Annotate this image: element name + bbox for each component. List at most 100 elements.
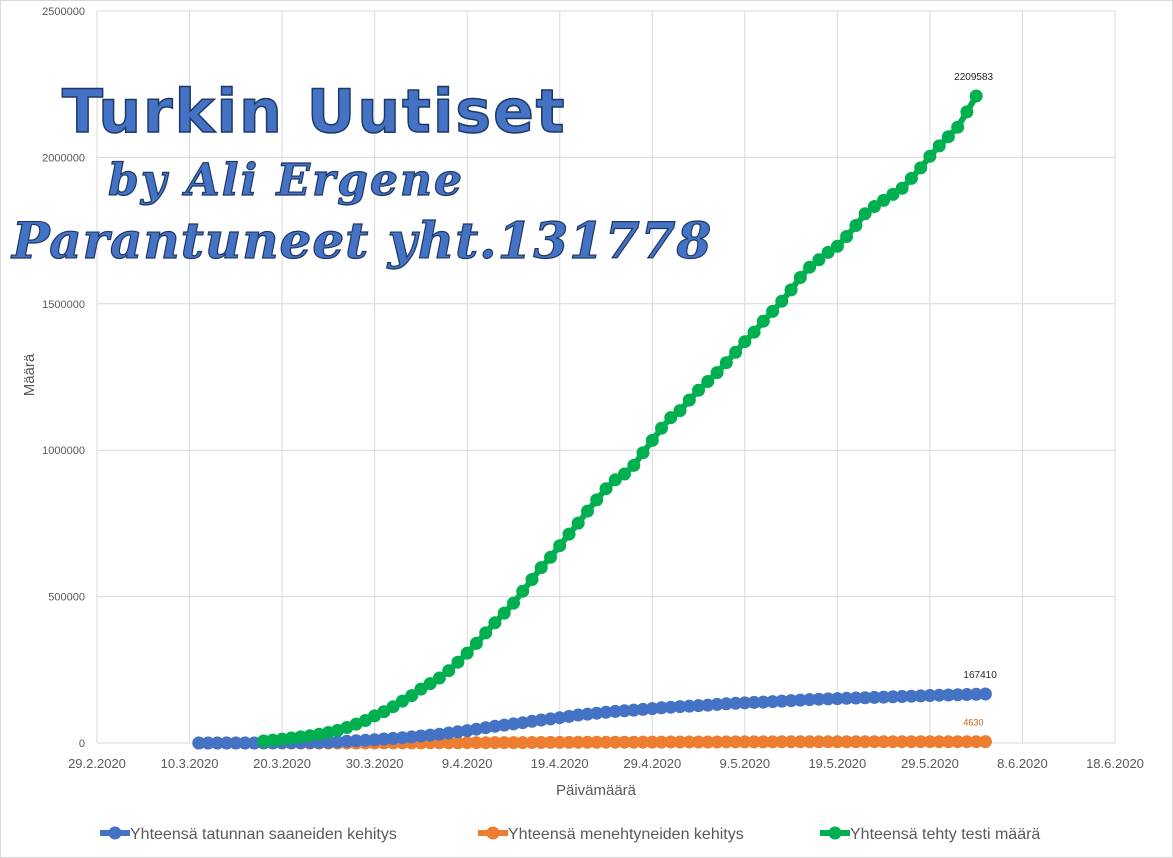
- data-point: [701, 735, 715, 749]
- data-point: [701, 698, 715, 712]
- data-point: [682, 393, 696, 407]
- data-point: [507, 736, 520, 750]
- data-point: [729, 345, 743, 359]
- data-point: [747, 325, 761, 339]
- x-tick-label: 29.2.2020: [68, 756, 126, 771]
- data-point: [673, 735, 687, 749]
- data-point: [830, 735, 844, 749]
- y-tick-label: 0: [79, 738, 85, 750]
- x-tick-label: 8.6.2020: [997, 756, 1048, 771]
- data-point: [451, 736, 465, 750]
- data-point: [803, 735, 817, 749]
- data-point: [969, 89, 983, 103]
- y-tick-label: 2500000: [42, 6, 85, 18]
- data-point: [969, 687, 983, 701]
- data-point: [840, 735, 854, 749]
- data-point: [710, 735, 724, 749]
- data-point: [553, 735, 567, 749]
- data-point: [738, 696, 752, 710]
- data-point: [812, 735, 826, 749]
- data-point: [793, 693, 807, 707]
- data-point: [719, 356, 733, 370]
- legend-item-1: Yhteensä menehtyneiden kehitys: [478, 826, 744, 843]
- data-point: [756, 314, 770, 328]
- data-point: [821, 245, 835, 259]
- data-point: [608, 704, 622, 718]
- watermark-recovered: Parantuneet yht.131778: [10, 211, 712, 270]
- data-point: [812, 692, 826, 706]
- data-point: [664, 735, 678, 749]
- data-point: [442, 736, 456, 750]
- data-point: [340, 734, 354, 748]
- y-tick-label: 1500000: [42, 299, 85, 311]
- data-point: [590, 493, 604, 507]
- data-point: [904, 171, 918, 185]
- data-point: [432, 671, 446, 685]
- y-tick-label: 500000: [48, 592, 85, 604]
- data-point: [692, 383, 705, 397]
- data-point: [914, 161, 928, 175]
- data-point: [645, 735, 659, 749]
- data-point: [923, 689, 937, 702]
- data-point: [840, 691, 854, 705]
- data-point: [497, 736, 511, 750]
- data-point: [405, 689, 419, 703]
- data-point: [451, 655, 465, 669]
- data-point: [951, 735, 965, 749]
- data-point: [960, 735, 974, 749]
- data-point: [951, 120, 965, 134]
- data-point: [775, 735, 789, 749]
- data-point: [497, 606, 511, 620]
- data-point: [590, 735, 604, 749]
- data-point: [201, 736, 215, 750]
- x-tick-label: 10.3.2020: [161, 756, 219, 771]
- data-point: [488, 736, 502, 750]
- chart-legend: Yhteensä tatunnan saaneiden kehitys Yhtee…: [100, 826, 1040, 843]
- data-point: [904, 735, 918, 749]
- data-point: [969, 735, 983, 749]
- data-point: [849, 691, 863, 705]
- data-point: [877, 735, 891, 749]
- watermark-author: by Ali Ergene: [108, 155, 464, 206]
- data-point: [516, 736, 530, 750]
- legend-item-2: Yhteensä tehty testi määrä: [820, 826, 1040, 843]
- data-point: [821, 692, 835, 706]
- data-point: [229, 736, 243, 750]
- data-point: [858, 207, 872, 221]
- data-point: [960, 688, 974, 701]
- data-point: [534, 736, 548, 749]
- data-point: [719, 697, 733, 711]
- data-point: [553, 539, 567, 553]
- y-axis-ticks: 0 500000 1000000 1500000 2000000 2500000: [42, 6, 85, 750]
- data-point: [784, 694, 798, 708]
- data-point: [618, 735, 631, 749]
- series-0: [192, 687, 992, 750]
- data-point: [729, 696, 743, 710]
- data-point: [627, 735, 641, 749]
- data-point: [321, 735, 335, 749]
- data-point: [951, 688, 965, 702]
- data-point: [895, 181, 909, 195]
- data-point: [544, 550, 557, 564]
- data-point: [821, 735, 835, 749]
- data-point: [673, 700, 687, 714]
- data-point: [645, 433, 659, 447]
- data-point: [886, 735, 900, 749]
- data-point: [701, 375, 715, 388]
- data-point: [941, 130, 955, 144]
- data-point: [904, 689, 918, 703]
- legend-label: Yhteensä menehtyneiden kehitys: [508, 826, 744, 843]
- data-point: [877, 193, 891, 207]
- data-point: [460, 646, 474, 660]
- watermark: Turkin Uutiset by Ali Ergene Parantuneet…: [9, 76, 712, 270]
- data-point: [627, 458, 641, 472]
- data-point: [488, 616, 502, 630]
- data-point: [803, 693, 817, 707]
- data-point: [562, 735, 576, 749]
- data-point: [618, 467, 631, 481]
- x-axis-ticks: 29.2.2020 10.3.2020 20.3.2020 30.3.2020 9.4.…: [68, 756, 1144, 771]
- x-tick-label: 19.4.2020: [531, 756, 589, 771]
- data-point: [738, 735, 752, 749]
- data-point: [914, 735, 928, 749]
- data-point: [747, 735, 761, 749]
